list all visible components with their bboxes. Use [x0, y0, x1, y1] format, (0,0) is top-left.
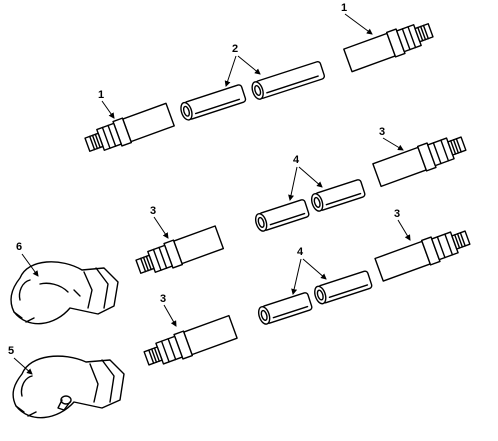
callout-6: 6 — [16, 241, 22, 253]
callout-1-left: 1 — [98, 89, 104, 101]
tube-4-lower-left — [257, 292, 313, 325]
callout-2: 2 — [232, 43, 238, 55]
callout-3-right-upper: 3 — [379, 126, 385, 138]
tube-4-upper-left — [254, 199, 310, 232]
callout-3-left-upper: 3 — [150, 205, 156, 217]
tube-4-lower-right — [314, 270, 373, 305]
cap-5 — [12, 355, 125, 419]
fitting-1-top — [343, 23, 434, 73]
callout-1-top: 1 — [341, 2, 347, 14]
tube-4-upper-right — [310, 179, 366, 212]
callout-4-lower: 4 — [297, 246, 304, 258]
fitting-3-right-upper — [372, 136, 467, 188]
cap-6 — [10, 261, 119, 325]
callout-5: 5 — [8, 345, 14, 357]
tube-2-left — [180, 84, 247, 121]
callout-3-right-lower: 3 — [394, 208, 400, 220]
tube-2-right — [251, 61, 326, 100]
fitting-3-left-lower — [143, 314, 238, 366]
fitting-1-left — [84, 102, 175, 152]
fitting-3-right-lower — [374, 230, 471, 282]
callout-3-left-lower: 3 — [160, 293, 166, 305]
fitting-3-left-upper — [135, 225, 225, 274]
callout-4-upper: 4 — [293, 154, 300, 166]
